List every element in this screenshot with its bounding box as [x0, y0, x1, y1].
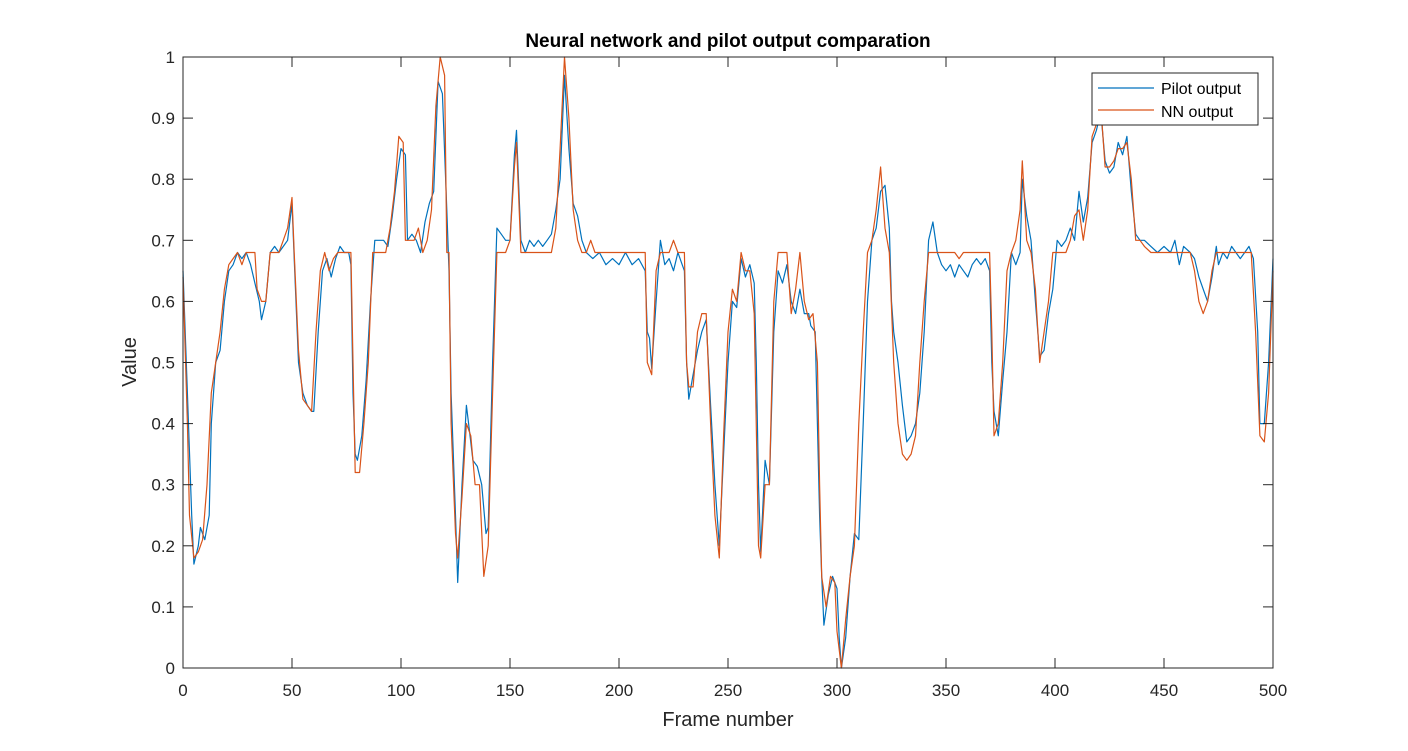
- x-tick-label: 200: [605, 681, 633, 700]
- series-layer: [182, 56, 1274, 669]
- legend-label-pilot: Pilot output: [1161, 81, 1242, 98]
- y-tick-label: 0.8: [151, 170, 175, 189]
- x-tick-label: 50: [283, 681, 302, 700]
- x-tick-label: 0: [178, 681, 187, 700]
- y-tick-label: 0.4: [151, 415, 175, 434]
- x-tick-label: 250: [714, 681, 742, 700]
- y-tick-label: 0.3: [151, 476, 175, 495]
- x-tick-label: 400: [1041, 681, 1069, 700]
- y-tick-label: 0.5: [151, 354, 175, 373]
- legend-label-nn: NN output: [1161, 104, 1234, 121]
- y-tick-label: 0.9: [151, 109, 175, 128]
- x-tick-label: 300: [823, 681, 851, 700]
- y-tick-label: 0.7: [151, 231, 175, 250]
- x-tick-label: 450: [1150, 681, 1178, 700]
- y-axis: 0 0.1 0.2 0.3 0.4 0.5 0.6 0.7 0.8 0.9 1: [151, 48, 1273, 678]
- y-tick-label: 0: [166, 659, 175, 678]
- y-tick-label: 1: [166, 48, 175, 67]
- x-tick-label: 150: [496, 681, 524, 700]
- y-tick-label: 0.2: [151, 537, 175, 556]
- y-tick-label: 0.1: [151, 598, 175, 617]
- chart-title: Neural network and pilot output comparat…: [525, 31, 930, 52]
- legend-box: [1091, 72, 1259, 126]
- x-axis: 0 50 100 150 200 250 300 350 400 450 500: [178, 57, 1287, 700]
- series-line-nn-output: [182, 56, 1274, 669]
- legend: Pilot output NN output: [1091, 72, 1259, 126]
- x-axis-label: Frame number: [662, 709, 793, 731]
- x-tick-label: 350: [932, 681, 960, 700]
- x-tick-label: 500: [1259, 681, 1287, 700]
- y-axis-label: Value: [119, 337, 141, 387]
- y-tick-label: 0.6: [151, 292, 175, 311]
- x-tick-label: 100: [387, 681, 415, 700]
